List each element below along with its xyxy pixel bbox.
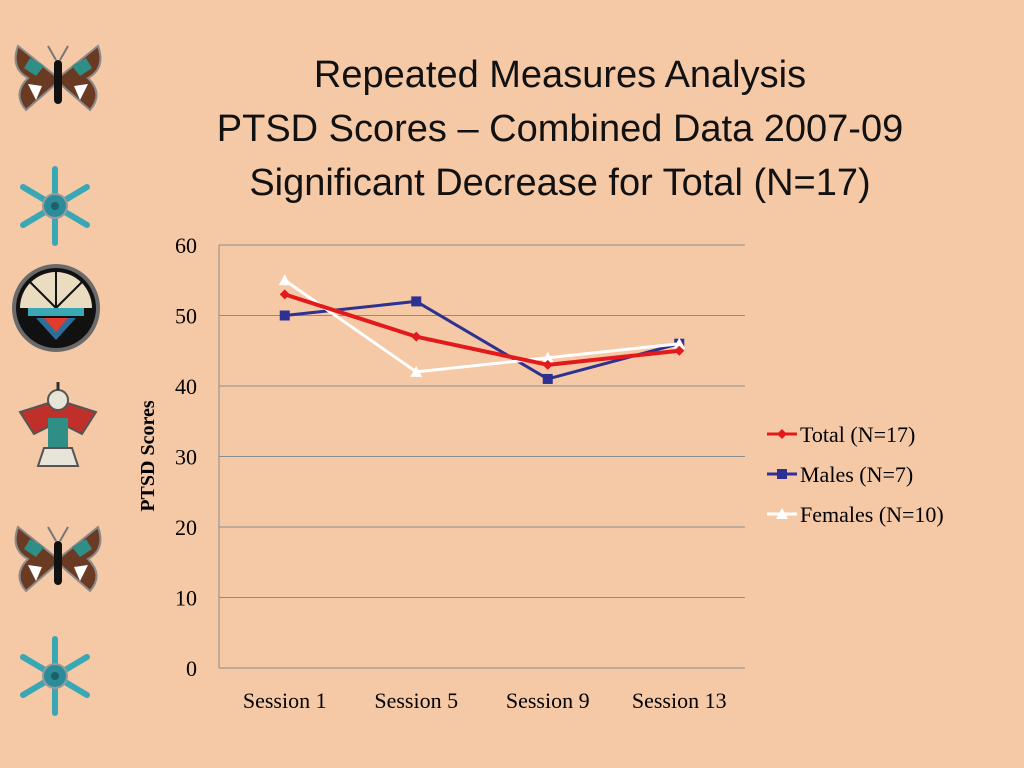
title-line-2: PTSD Scores – Combined Data 2007-09 [216, 108, 904, 150]
x-tick-label: Session 1 [243, 688, 327, 713]
y-tick-label: 50 [175, 304, 197, 329]
data-point [673, 337, 686, 349]
sun-face-icon [12, 264, 100, 352]
legend-marker [776, 508, 788, 519]
data-point [411, 331, 422, 342]
data-point [278, 274, 291, 286]
title-line-1: Repeated Measures Analysis [313, 54, 807, 96]
series-line [283, 279, 680, 374]
data-point [541, 351, 554, 363]
data-point [279, 289, 290, 300]
legend: Total (N=17) Males (N=7) Females (N=10) [767, 422, 944, 527]
y-axis-label: PTSD Scores [137, 400, 159, 512]
y-tick-label: 30 [175, 445, 197, 470]
data-point [542, 373, 553, 384]
x-tick-label: Session 9 [506, 688, 590, 713]
y-tick-label: 10 [175, 586, 197, 611]
series-group [278, 274, 686, 384]
legend-label: Males (N=7) [800, 462, 913, 487]
data-point [279, 310, 290, 321]
slide-title: Repeated Measures Analysis PTSD Scores –… [120, 48, 1000, 210]
series-line [284, 299, 680, 381]
butterfly-icon [14, 525, 102, 593]
series-line [284, 292, 680, 367]
thunderbird-icon [18, 382, 98, 467]
butterfly-icon [14, 44, 102, 112]
data-point [674, 345, 685, 356]
legend-marker [777, 429, 787, 439]
series-0 [279, 289, 685, 370]
series-2 [278, 274, 686, 377]
data-point [542, 359, 553, 370]
series-1 [279, 296, 685, 384]
gridlines [218, 244, 745, 669]
y-tick-label: 60 [175, 233, 197, 258]
y-tick-label: 0 [186, 656, 197, 681]
x-axis-ticks: Session 1 Session 5 Session 9 Session 13 [243, 688, 727, 713]
snowflake-icon [20, 636, 90, 716]
y-tick-label: 20 [175, 515, 197, 540]
legend-marker [777, 469, 787, 479]
x-tick-label: Session 13 [632, 688, 727, 713]
x-tick-label: Session 5 [374, 688, 458, 713]
title-line-3: Significant Decrease for Total (N=17) [249, 162, 871, 204]
y-tick-label: 40 [175, 374, 197, 399]
data-point [410, 365, 423, 377]
snowflake-icon [20, 166, 90, 246]
data-point [411, 296, 422, 307]
legend-label: Total (N=17) [800, 422, 915, 447]
legend-label: Females (N=10) [800, 502, 944, 527]
decoration-column [0, 0, 110, 768]
y-axis-ticks: 0 10 20 30 40 50 60 [175, 233, 197, 681]
